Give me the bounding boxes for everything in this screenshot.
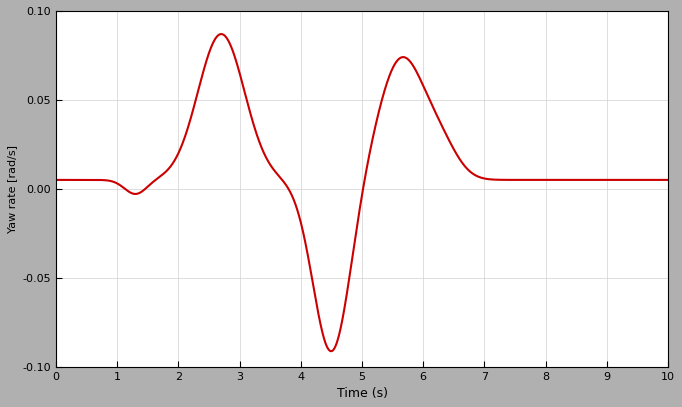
X-axis label: Time (s): Time (s): [336, 387, 387, 400]
Y-axis label: Yaw rate [rad/s]: Yaw rate [rad/s]: [7, 145, 17, 233]
